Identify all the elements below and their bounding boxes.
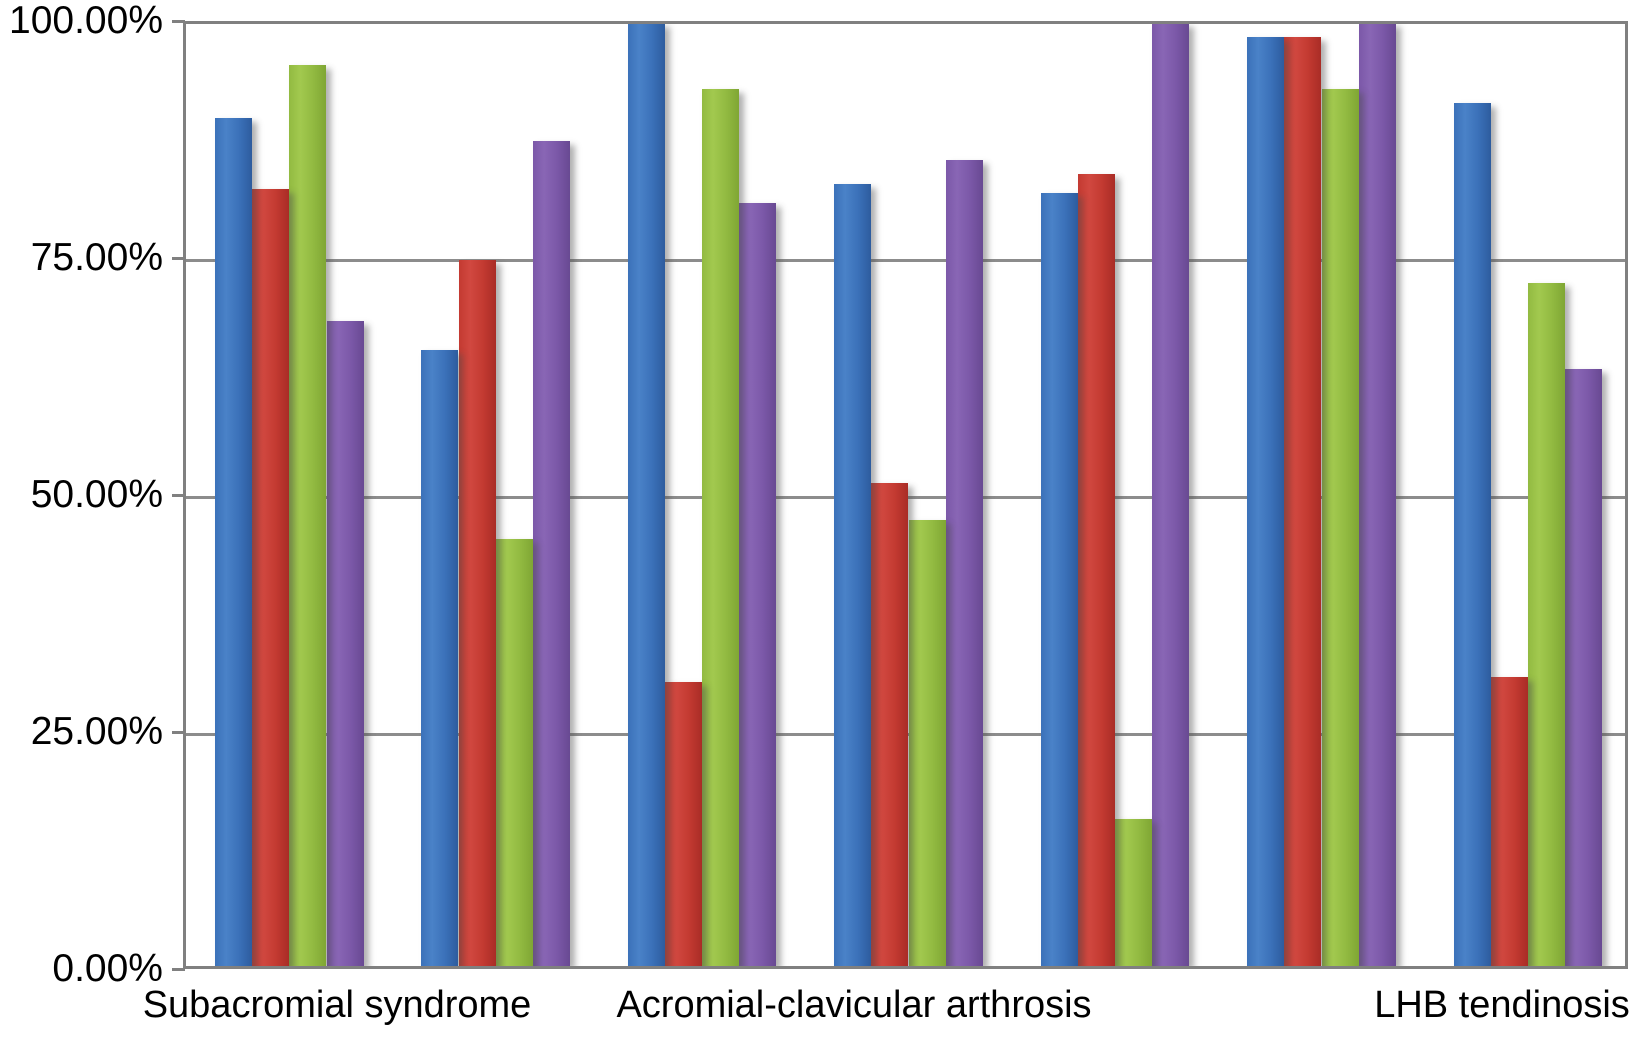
bar-series2-group7 — [1491, 677, 1528, 966]
y-tick-label: 75.00% — [30, 236, 163, 279]
bar-series3-group3 — [702, 89, 739, 966]
bar-series4-group1 — [327, 321, 364, 966]
bar-series3-group7 — [1528, 283, 1565, 966]
bar-series4-group5 — [1152, 24, 1189, 966]
y-tick-label: 25.00% — [30, 710, 163, 753]
bar-series1-group2 — [421, 350, 458, 966]
bar-series3-group1 — [289, 65, 326, 966]
bar-series3-group2 — [496, 539, 533, 966]
y-tick-label: 0.00% — [52, 947, 163, 990]
x-category-label: Subacromial syndrome — [142, 984, 532, 1026]
bar-series1-group6 — [1247, 37, 1284, 966]
bar-series2-group5 — [1078, 174, 1115, 966]
bar-series4-group3 — [739, 203, 776, 966]
y-tick-label: 50.00% — [30, 473, 163, 516]
bar-series1-group3 — [628, 24, 665, 966]
bar-series1-group1 — [215, 118, 252, 966]
bar-series3-group4 — [909, 520, 946, 966]
bar-series4-group4 — [946, 160, 983, 966]
x-category-label: LHB tendinosis — [1374, 984, 1630, 1026]
bar-series2-group2 — [459, 260, 496, 966]
bar-series2-group1 — [252, 189, 289, 966]
y-tick-mark — [172, 968, 185, 971]
bar-series3-group5 — [1115, 819, 1152, 966]
bar-series4-group2 — [533, 141, 570, 966]
bar-series2-group6 — [1284, 37, 1321, 966]
y-tick-mark — [172, 257, 185, 260]
bar-series3-group6 — [1322, 89, 1359, 966]
y-tick-mark — [172, 20, 185, 23]
bar-series1-group7 — [1454, 103, 1491, 966]
bar-series4-group7 — [1565, 369, 1602, 966]
y-tick-mark — [172, 494, 185, 497]
bar-series1-group4 — [834, 184, 871, 966]
plot-area — [183, 21, 1628, 969]
bar-series1-group5 — [1041, 193, 1078, 966]
bar-series2-group3 — [665, 682, 702, 966]
bar-series2-group4 — [871, 483, 908, 966]
gridline-75 — [186, 259, 1625, 262]
y-tick-mark — [172, 731, 185, 734]
bar-series4-group6 — [1359, 24, 1396, 966]
x-category-label: Acromial-clavicular arthrosis — [616, 984, 1092, 1026]
y-tick-label: 100.00% — [9, 0, 163, 42]
